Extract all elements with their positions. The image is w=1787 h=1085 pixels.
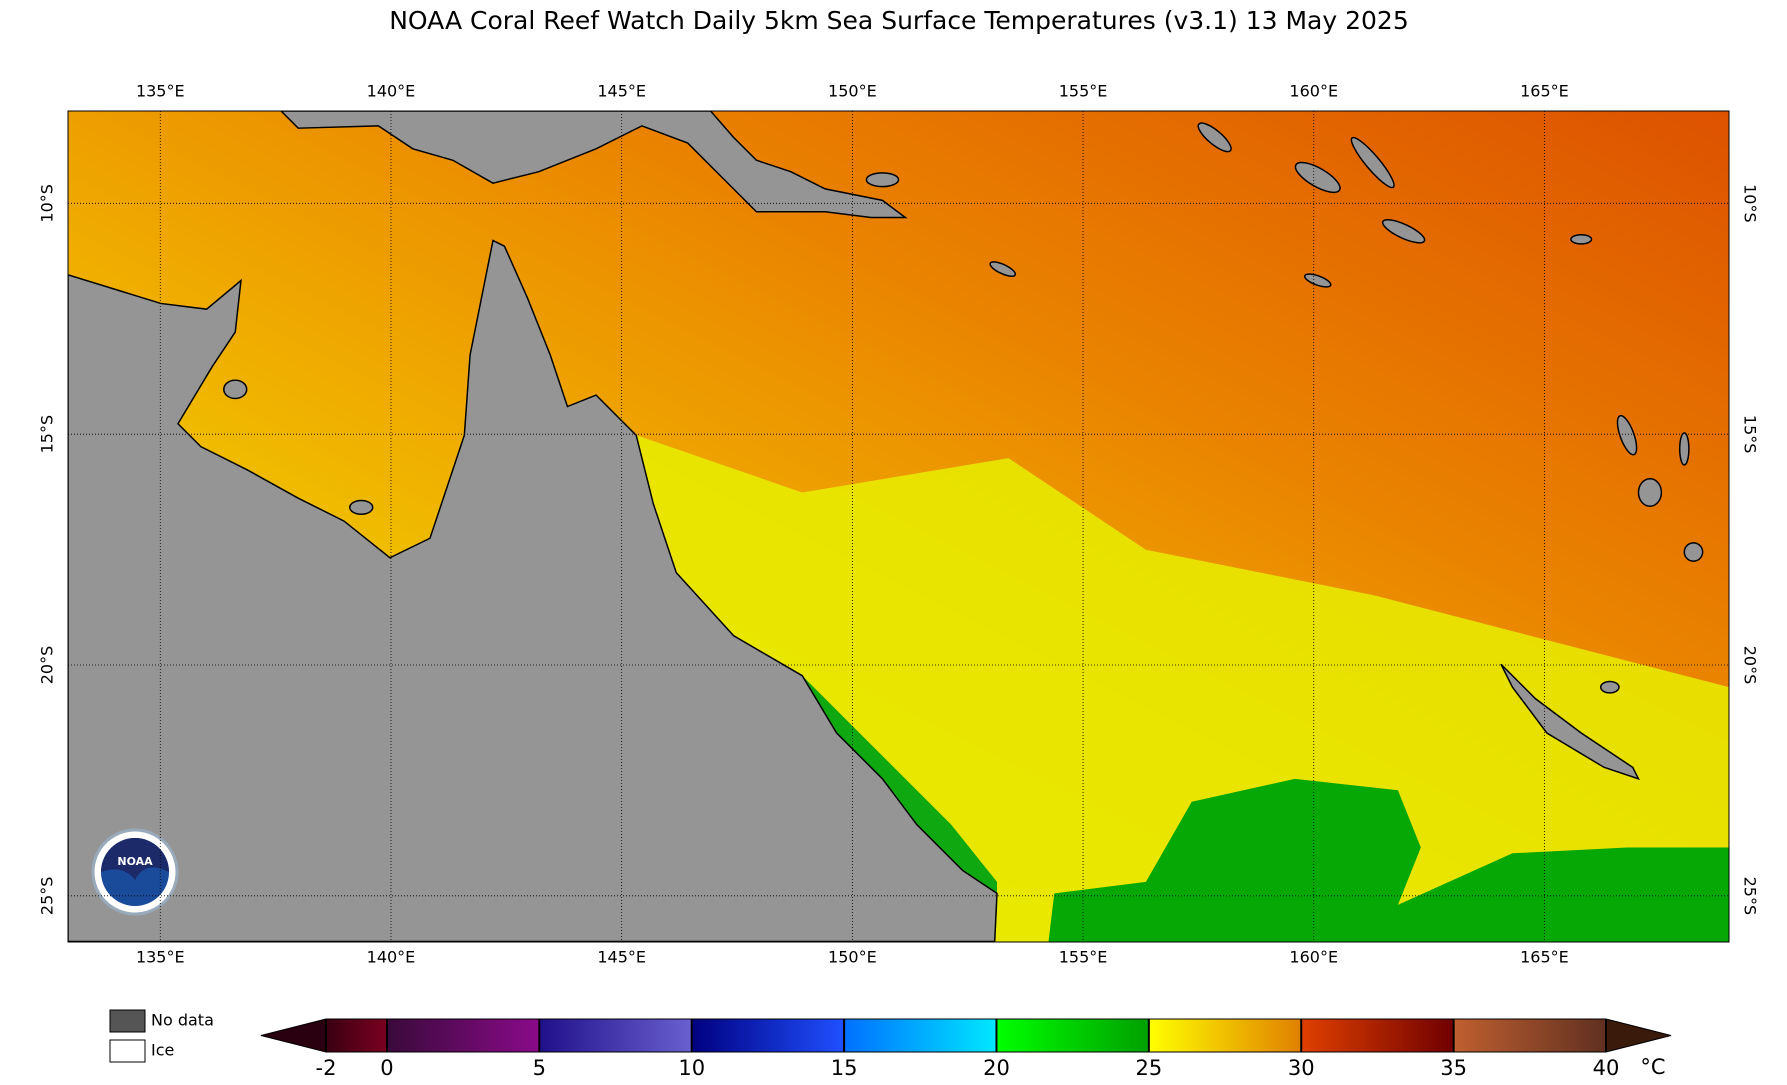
lon-label: 150°E xyxy=(828,82,877,101)
colorbar-segment xyxy=(326,1019,387,1052)
island xyxy=(989,261,1017,277)
colorbar-segment xyxy=(1301,1019,1454,1052)
new-caledonia xyxy=(1500,663,1640,781)
lon-label: 155°E xyxy=(1059,948,1108,967)
colorbar-label: 35 xyxy=(1440,1056,1467,1080)
new-guinea xyxy=(280,111,908,219)
colorbar-under xyxy=(260,1018,327,1053)
colorbar-label: 0 xyxy=(380,1056,393,1080)
lat-label: 25°S xyxy=(38,877,57,916)
colorbar-label: 40 xyxy=(1593,1056,1620,1080)
island xyxy=(1570,233,1593,245)
lon-label: 145°E xyxy=(597,82,646,101)
lon-label: 135°E xyxy=(136,82,185,101)
island xyxy=(223,379,248,400)
logo-text: NOAA xyxy=(117,855,153,868)
colorbar-segment xyxy=(539,1019,692,1052)
colorbar-unit: °C xyxy=(1640,1055,1665,1079)
ice-swatch xyxy=(109,1039,146,1063)
colorbar-over xyxy=(1605,1018,1672,1053)
map-features xyxy=(68,111,1729,942)
noaa-logo: NOAA xyxy=(91,828,179,916)
colorbar-segment xyxy=(996,1019,1149,1052)
colorbar-segment xyxy=(386,1019,540,1052)
island xyxy=(1678,432,1690,466)
island xyxy=(1381,219,1426,244)
map-frame xyxy=(67,110,1730,943)
lat-label: 25°S xyxy=(1741,877,1760,916)
map xyxy=(68,111,1729,942)
lat-label: 20°S xyxy=(38,646,57,685)
lat-label: 10°S xyxy=(1741,184,1760,223)
lon-label: 145°E xyxy=(597,948,646,967)
lon-label: 140°E xyxy=(367,82,416,101)
lon-label: 150°E xyxy=(828,948,877,967)
island xyxy=(1294,161,1341,194)
lon-label: 165°E xyxy=(1520,948,1569,967)
colorbar-segment xyxy=(691,1019,845,1052)
colorbar: -2 0 5 10 15 20 25 30 35 40 °C xyxy=(260,1018,1672,1080)
lat-label: 10°S xyxy=(38,184,57,223)
lon-label: 155°E xyxy=(1059,82,1108,101)
island xyxy=(1599,680,1620,694)
colorbar-label: 20 xyxy=(983,1056,1010,1080)
colorbar-label: 15 xyxy=(831,1056,858,1080)
lon-label: 165°E xyxy=(1520,82,1569,101)
island xyxy=(349,499,374,515)
colorbar-label: 5 xyxy=(533,1056,546,1080)
no-data-swatch xyxy=(109,1009,146,1033)
island xyxy=(1197,122,1232,153)
island xyxy=(1350,136,1395,189)
colorbar-frame xyxy=(325,1018,1607,1053)
lon-label: 140°E xyxy=(367,948,416,967)
legend-label: No data xyxy=(151,1011,214,1030)
australia xyxy=(68,239,998,942)
island xyxy=(1303,273,1332,288)
lat-label: 15°S xyxy=(1741,415,1760,454)
island xyxy=(1683,542,1704,562)
colorbar-segment xyxy=(1148,1019,1302,1052)
colorbar-label: 10 xyxy=(678,1056,705,1080)
colorbar-label: -2 xyxy=(316,1056,337,1080)
lat-label: 20°S xyxy=(1741,646,1760,685)
colorbar-label: 30 xyxy=(1288,1056,1315,1080)
legend-label: Ice xyxy=(151,1041,174,1060)
island xyxy=(865,172,900,188)
lon-label: 135°E xyxy=(136,948,185,967)
cool-zone xyxy=(1048,778,1729,942)
title: NOAA Coral Reef Watch Daily 5km Sea Surf… xyxy=(389,6,1409,35)
colorbar-label: 25 xyxy=(1135,1056,1162,1080)
lat-label: 15°S xyxy=(38,415,57,454)
colorbar-segment xyxy=(844,1019,997,1052)
lon-label: 160°E xyxy=(1289,82,1338,101)
island xyxy=(1616,414,1638,456)
island xyxy=(1637,477,1663,507)
lon-label: 160°E xyxy=(1289,948,1338,967)
colorbar-segment xyxy=(1453,1019,1606,1052)
